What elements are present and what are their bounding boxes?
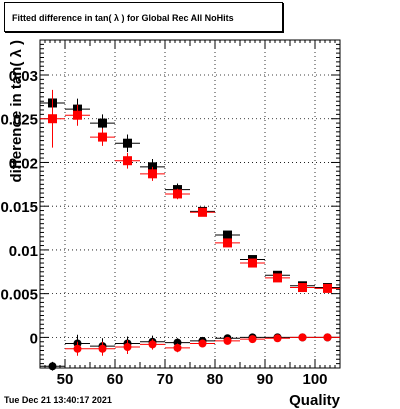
- data-points: [40, 89, 340, 371]
- data-point-circle: [223, 336, 232, 345]
- data-point-square: [98, 132, 107, 142]
- y-tick-label: 0.01: [9, 243, 38, 260]
- data-point-square: [123, 156, 132, 166]
- plot-frame: [39, 39, 341, 369]
- chart-title-box: Fitted difference in tan( λ ) for Global…: [4, 2, 283, 32]
- data-point-square: [198, 207, 207, 217]
- y-tick-label: 0.03: [9, 68, 38, 85]
- data-point-square: [298, 283, 307, 293]
- data-point-circle: [298, 333, 307, 342]
- axis-labels: 50 60 70 80 90 100 0 0.005 0.01 0.015 0.02 0.025 0.0…: [0, 40, 340, 409]
- grid-lines: [40, 40, 340, 368]
- data-point-square: [323, 283, 332, 293]
- x-tick-label: 90: [257, 371, 274, 388]
- data-point-circle: [173, 343, 182, 352]
- data-point-circle: [123, 343, 132, 352]
- data-point-circle: [148, 340, 157, 349]
- axis-ticks: [39, 39, 341, 369]
- data-point-square: [223, 238, 232, 248]
- x-tick-label: 80: [207, 371, 224, 388]
- y-tick-label: 0.015: [0, 199, 38, 216]
- x-tick-label: 50: [57, 371, 74, 388]
- y-tick-label: 0.005: [0, 287, 38, 304]
- data-point-square: [48, 114, 57, 124]
- x-tick-label: 100: [302, 371, 327, 388]
- data-point-square: [248, 258, 257, 268]
- data-point-square: [148, 169, 157, 179]
- data-point-circle: [323, 333, 332, 342]
- x-axis-label: Quality: [289, 392, 341, 409]
- data-point-circle: [248, 335, 257, 344]
- data-point-circle: [48, 362, 57, 371]
- y-axis-label: difference in tan( λ ): [8, 40, 25, 183]
- data-point-square: [173, 189, 182, 199]
- data-point-square: [73, 110, 82, 120]
- timestamp: Tue Dec 21 13:40:17 2021: [4, 395, 112, 405]
- data-point-circle: [198, 339, 207, 348]
- x-tick-label: 70: [157, 371, 174, 388]
- y-tick-label: 0.02: [9, 155, 38, 172]
- data-point-square: [273, 273, 282, 283]
- data-point-circle: [98, 344, 107, 353]
- data-point-square: [98, 118, 107, 128]
- plot-frame-rect: [39, 39, 341, 369]
- data-point-circle: [73, 344, 82, 353]
- y-tick-label: 0: [30, 330, 38, 347]
- x-tick-label: 60: [107, 371, 124, 388]
- data-point-square: [123, 138, 132, 148]
- data-point-square: [223, 230, 232, 240]
- chart-title: Fitted difference in tan( λ ) for Global…: [12, 13, 234, 23]
- data-point-circle: [273, 334, 282, 343]
- y-tick-label: 0.025: [0, 112, 38, 129]
